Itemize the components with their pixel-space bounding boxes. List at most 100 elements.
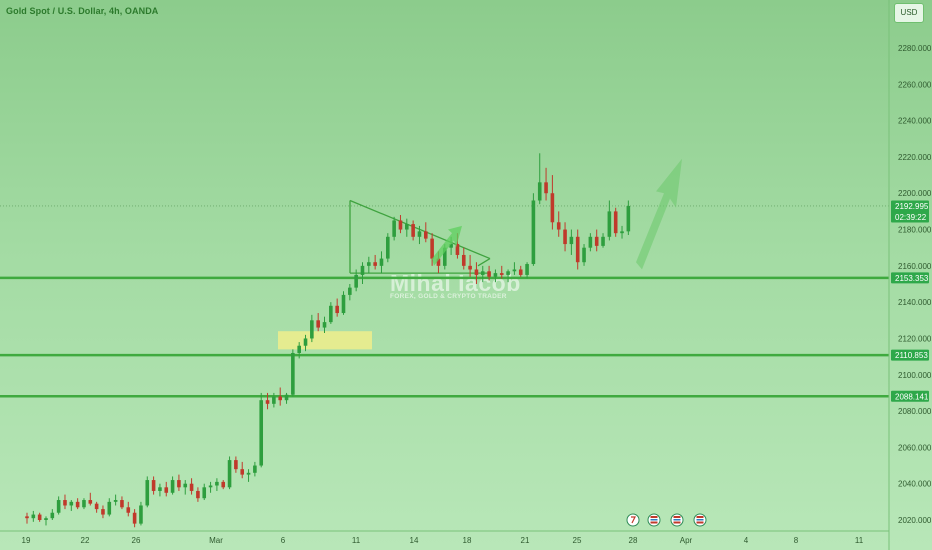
- price-countdown: 02:39:22: [895, 213, 927, 222]
- candle-body: [31, 514, 36, 519]
- watermark-name: Mihai Iacob: [390, 270, 521, 296]
- candle-body: [329, 305, 333, 323]
- price-tag-value: 2110.853: [895, 351, 928, 360]
- candle-body: [386, 236, 390, 259]
- candle-body: [379, 258, 384, 266]
- candle-body: [208, 485, 213, 488]
- symbol-title: Gold Spot / U.S. Dollar, 4h, OANDA: [6, 6, 159, 16]
- breakout-arrow: [432, 225, 462, 266]
- candle-body: [417, 231, 422, 237]
- price-tick-label: 2200.000: [898, 189, 932, 198]
- candle-body: [354, 274, 358, 288]
- price-tag-value: 2088.141: [895, 392, 929, 401]
- candle-body: [626, 205, 631, 232]
- candle-body: [373, 262, 377, 266]
- candle-body: [164, 487, 169, 493]
- earnings-us-icon[interactable]: [693, 513, 707, 527]
- price-tag: [891, 349, 929, 361]
- candle-body: [56, 500, 61, 513]
- candle-body: [88, 500, 93, 504]
- candle-body: [63, 500, 67, 506]
- candle-body: [189, 483, 194, 491]
- candle-body: [284, 394, 289, 401]
- flag-event-icon[interactable]: [626, 513, 640, 527]
- candle-body: [468, 265, 472, 270]
- candle-body: [196, 490, 200, 499]
- candle-body: [297, 345, 301, 353]
- price-tick-label: 2280.000: [898, 44, 932, 53]
- candle-body: [405, 224, 409, 230]
- candle-body: [221, 481, 226, 488]
- candle-body: [303, 338, 308, 346]
- candle-body: [310, 320, 314, 339]
- time-tick-label: Mar: [209, 536, 223, 545]
- watermark-tagline: FOREX, GOLD & CRYPTO TRADER: [390, 293, 507, 300]
- candle-body: [272, 396, 276, 404]
- candle-body: [259, 400, 264, 466]
- candle-body: [588, 236, 593, 248]
- candle-body: [518, 269, 523, 275]
- candle-body: [183, 483, 188, 488]
- candle-body: [499, 273, 504, 275]
- candle-body: [253, 465, 257, 473]
- price-tag: [891, 272, 929, 284]
- candle-body: [341, 294, 346, 314]
- candle-body: [525, 264, 529, 275]
- candle-body: [44, 518, 48, 520]
- candle-body: [367, 262, 371, 266]
- triangle-upper-line[interactable]: [349, 199, 491, 260]
- candle-body: [487, 271, 491, 277]
- candle-body: [563, 229, 567, 245]
- candle-body: [480, 271, 485, 275]
- time-tick-label: 6: [281, 536, 286, 545]
- triangle-tip[interactable]: [477, 258, 491, 267]
- price-tick-label: 2180.000: [898, 226, 932, 235]
- candle-body: [158, 487, 162, 491]
- price-tag-value: 2192.995: [895, 202, 929, 211]
- candle-body: [151, 480, 156, 491]
- price-tag-value: 2153.353: [895, 274, 929, 283]
- candle-body: [139, 505, 143, 524]
- candle-body: [132, 512, 137, 524]
- earnings-us-icon[interactable]: [670, 513, 684, 527]
- candle-body: [227, 460, 232, 488]
- candle-body: [50, 512, 55, 519]
- time-tick-label: 26: [132, 536, 141, 545]
- candle-body: [25, 516, 29, 519]
- triangle-drawing: [349, 199, 491, 274]
- time-tick-label: 21: [521, 536, 530, 545]
- price-tick-label: 2120.000: [898, 334, 932, 343]
- candle-body: [360, 265, 365, 275]
- candle-body: [556, 222, 561, 230]
- price-tick-label: 2100.000: [898, 371, 932, 380]
- candle-body: [613, 211, 618, 234]
- candle-body: [544, 182, 548, 194]
- candle-body: [107, 501, 112, 515]
- candle-body: [145, 480, 150, 506]
- candle-body: [537, 182, 542, 201]
- time-tick-label: 11: [855, 536, 864, 545]
- candle-body: [278, 396, 282, 401]
- candle-body: [322, 322, 327, 328]
- dividend-us-icon[interactable]: [647, 513, 661, 527]
- candle-body: [582, 247, 586, 263]
- time-tick-label: 8: [794, 536, 799, 545]
- candle-body: [506, 271, 510, 275]
- currency-button[interactable]: USD: [894, 3, 924, 23]
- candle-body: [392, 220, 396, 237]
- candle-body: [215, 481, 219, 486]
- price-axis: 2280.000 2260.000 2240.000 2220.000 2200.000…: [888, 0, 932, 550]
- price-tick-label: 2240.000: [898, 117, 932, 126]
- candle-body: [101, 509, 105, 515]
- candle-body: [474, 269, 479, 275]
- candle-body: [569, 236, 574, 245]
- candle-body: [75, 501, 80, 508]
- time-tick-label: Apr: [680, 536, 693, 545]
- price-tick-label: 2220.000: [898, 153, 932, 162]
- candle-body: [512, 269, 517, 272]
- price-tick-label: 2040.000: [898, 480, 932, 489]
- time-tick-label: 28: [629, 536, 638, 545]
- demand-zone: [278, 331, 372, 350]
